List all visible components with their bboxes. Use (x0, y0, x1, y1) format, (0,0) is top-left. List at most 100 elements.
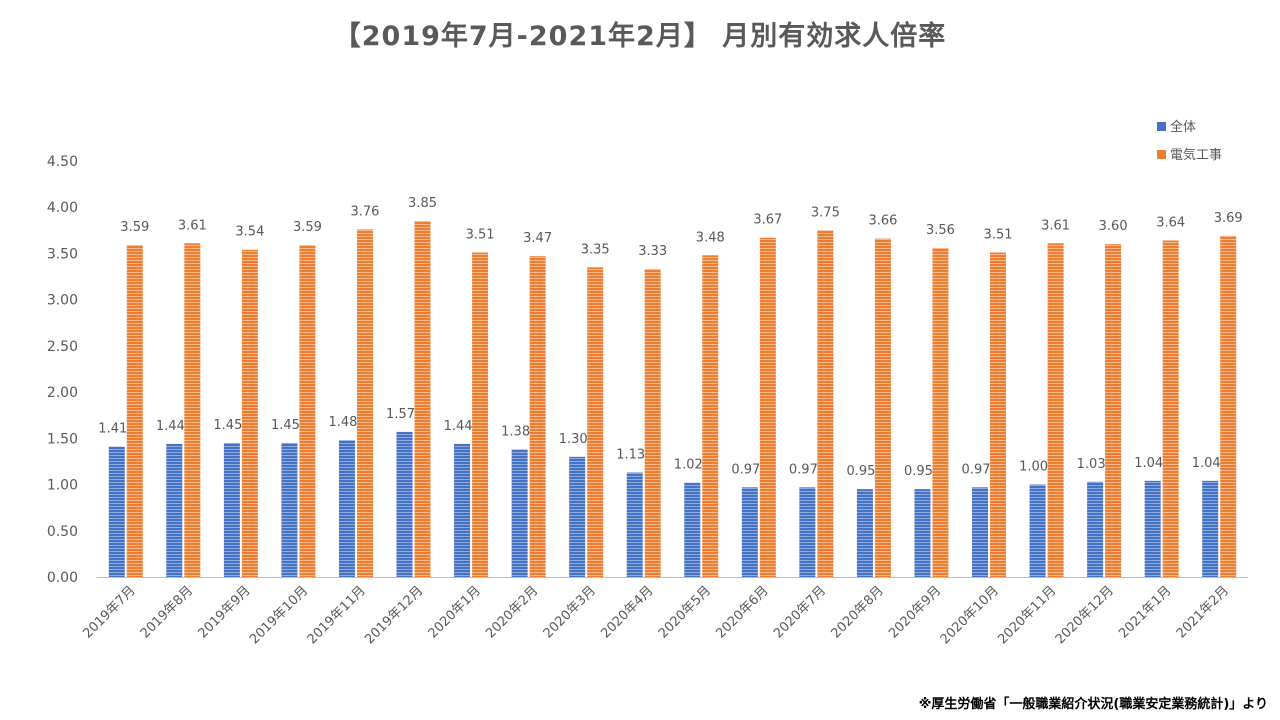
data-label: 1.04 (1134, 456, 1163, 471)
data-label: 1.02 (674, 458, 703, 473)
data-label: 3.85 (408, 196, 437, 211)
y-tick-label: 4.00 (47, 200, 78, 216)
data-label: 1.57 (386, 407, 415, 422)
x-tick-label: 2020年11月 (995, 583, 1059, 647)
y-tick-label: 2.00 (47, 385, 78, 401)
bar-denki-koji (472, 252, 489, 577)
bar-zentai (223, 442, 240, 577)
data-label: 3.59 (120, 220, 149, 235)
x-axis: 2019年7月 2019年8月 2019年9月2019年10月2019年11月201… (80, 577, 1248, 647)
data-label: 0.95 (846, 464, 875, 479)
data-label: 1.04 (1192, 456, 1221, 471)
data-label: 1.41 (98, 422, 127, 437)
bar-denki-koji (874, 238, 891, 578)
data-label: 3.51 (466, 228, 495, 243)
bar-denki-koji (1047, 243, 1064, 577)
x-tick-label: 2020年10月 (938, 583, 1002, 647)
bar-zentai (1144, 480, 1161, 577)
bar-denki-koji (126, 245, 143, 577)
x-tick-label: 2019年9月 (195, 583, 253, 641)
bar-denki-koji (414, 221, 431, 578)
bar-denki-koji (932, 247, 949, 578)
x-tick-label: 2020年3月 (541, 583, 599, 641)
data-label: 3.76 (350, 204, 379, 219)
y-tick-label: 3.00 (47, 293, 78, 309)
bar-denki-koji (241, 249, 258, 577)
data-label: 0.97 (731, 462, 760, 477)
bar-zentai (1029, 484, 1046, 577)
x-tick-label: 2020年2月 (483, 583, 541, 641)
y-tick-label: 0.50 (47, 524, 78, 540)
bar-zentai (108, 446, 125, 577)
bar-zentai (166, 443, 183, 577)
y-tick-label: 1.50 (47, 431, 78, 447)
bar-zentai (972, 487, 989, 577)
bar-zentai (741, 487, 758, 577)
bar-zentai (856, 489, 873, 577)
data-label: 3.66 (868, 214, 897, 229)
data-label: 1.03 (1077, 457, 1106, 472)
data-label: 0.97 (789, 462, 818, 477)
data-label: 1.44 (156, 419, 185, 434)
data-label: 1.00 (1019, 460, 1048, 475)
data-label: 3.47 (523, 231, 552, 246)
legend-label: 電気工事 (1170, 147, 1222, 163)
bar-denki-koji (759, 237, 776, 577)
data-label: 1.13 (616, 448, 645, 463)
bar-denki-koji (184, 243, 201, 577)
bars (108, 221, 1237, 578)
data-label: 3.48 (696, 230, 725, 245)
bar-zentai (454, 443, 471, 577)
y-axis: 0.00 0.50 1.00 1.50 2.00 2.50 3.00 3.50 4.00 4.50 (47, 154, 78, 586)
x-tick-label: 2020年8月 (829, 583, 887, 641)
bar-denki-koji (356, 229, 373, 578)
bar-denki-koji (817, 230, 834, 578)
data-label: 3.59 (293, 220, 322, 235)
legend-swatch (1157, 150, 1166, 159)
data-label: 3.60 (1099, 219, 1128, 234)
x-tick-label: 2019年8月 (138, 583, 196, 641)
bar-denki-koji (1105, 244, 1122, 577)
x-tick-label: 2020年5月 (656, 583, 714, 641)
data-label: 3.64 (1156, 216, 1185, 231)
x-tick-label: 2019年7月 (80, 583, 138, 641)
bar-denki-koji (990, 252, 1007, 577)
value-labels: 1.41 1.44 1.45 1.45 1.48 1.57 1.44 1.38 1.30 1.13… (98, 196, 1242, 479)
x-tick-label: 2020年12月 (1053, 583, 1117, 647)
legend-swatch (1157, 122, 1166, 131)
bar-denki-koji (644, 269, 661, 577)
bar-denki-koji (299, 245, 316, 577)
bar-denki-koji (587, 267, 604, 577)
data-label: 3.75 (811, 205, 840, 220)
x-tick-label: 2020年4月 (598, 583, 656, 641)
data-label: 3.67 (753, 213, 782, 228)
y-tick-label: 2.50 (47, 339, 78, 355)
bar-zentai (569, 456, 586, 577)
bar-zentai (799, 487, 816, 577)
data-label: 3.33 (638, 244, 667, 259)
x-tick-label: 2019年12月 (362, 583, 426, 647)
y-tick-label: 4.50 (47, 154, 78, 170)
bar-zentai (511, 449, 528, 577)
data-label: 1.30 (559, 432, 588, 447)
data-label: 3.61 (1041, 218, 1070, 233)
bar-zentai (281, 442, 298, 577)
bar-denki-koji (1220, 235, 1237, 577)
x-tick-label: 2020年6月 (713, 583, 771, 641)
data-label: 3.54 (235, 225, 264, 240)
bar-zentai (396, 431, 413, 577)
x-tick-label: 2021年1月 (1116, 583, 1174, 641)
data-label: 1.48 (328, 415, 357, 430)
bar-denki-koji (529, 256, 546, 577)
bar-zentai (1087, 481, 1104, 577)
source-note: ※厚生労働省「一般職業紹介状況(職業安定業務統計)」より (918, 697, 1268, 712)
data-label: 3.56 (926, 223, 955, 238)
legend-label: 全体 (1170, 119, 1196, 135)
y-tick-label: 3.50 (47, 246, 78, 262)
bar-zentai (684, 482, 701, 577)
x-tick-label: 2021年2月 (1174, 583, 1232, 641)
bar-zentai (914, 489, 931, 577)
bar-denki-koji (1162, 240, 1179, 577)
